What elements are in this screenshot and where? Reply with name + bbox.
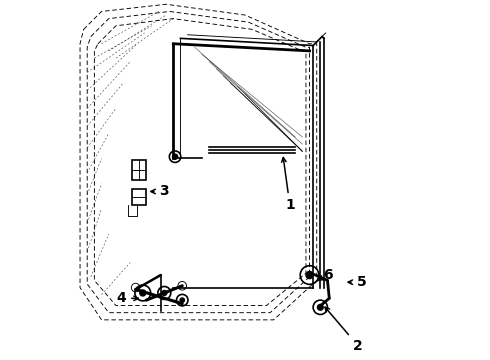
Circle shape	[162, 291, 167, 296]
Text: 3: 3	[151, 184, 169, 198]
Circle shape	[140, 290, 146, 296]
Bar	[132, 160, 146, 180]
Circle shape	[180, 298, 184, 302]
Circle shape	[306, 271, 313, 279]
Text: 4: 4	[117, 291, 138, 305]
Text: 5: 5	[348, 275, 367, 289]
Text: 1: 1	[282, 158, 294, 212]
Circle shape	[172, 154, 178, 159]
Text: 2: 2	[325, 307, 363, 353]
Circle shape	[318, 305, 323, 310]
Bar	[132, 189, 146, 205]
Text: 6: 6	[318, 268, 332, 282]
